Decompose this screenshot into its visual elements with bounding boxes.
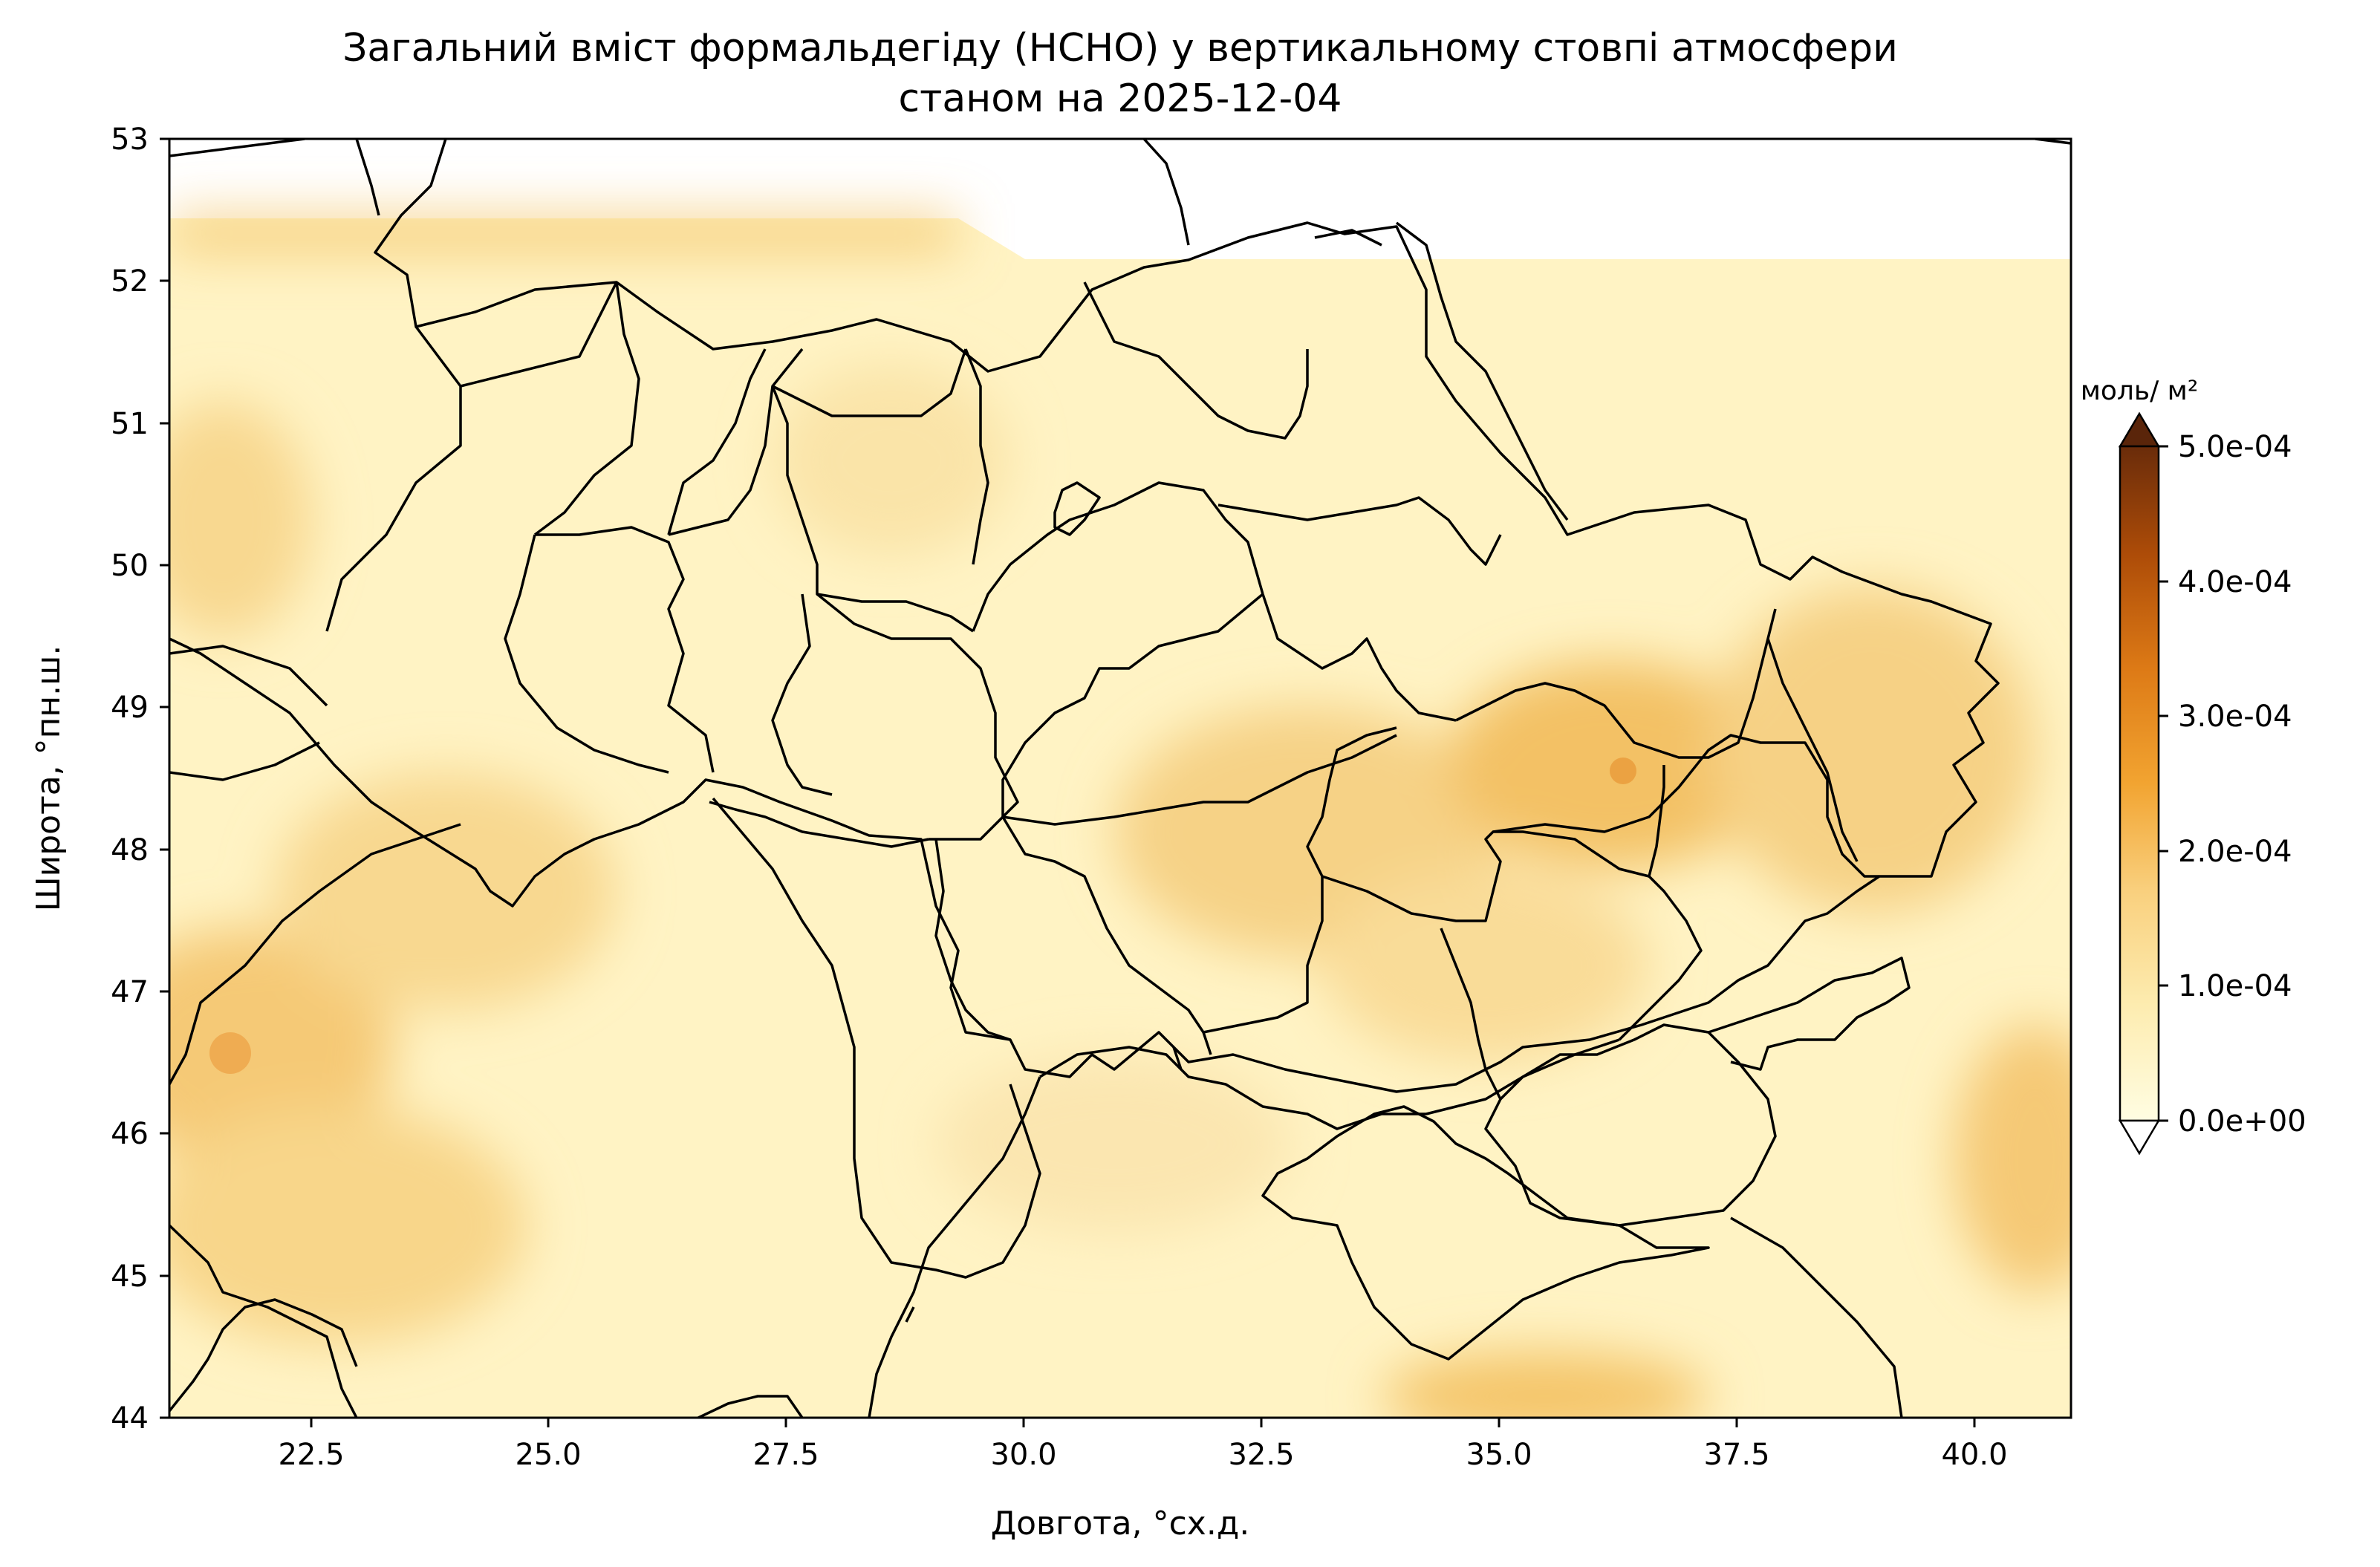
y-tick-label: 48 xyxy=(111,833,149,867)
x-axis: 22.5 25.0 27.5 30.0 32.5 35.0 37.5 40.0 … xyxy=(278,1418,2008,1542)
y-tick-label: 53 xyxy=(111,123,149,157)
colorbar-tick-label: 5.0e-04 xyxy=(2178,430,2292,464)
y-axis-label: Широта, °пн.ш. xyxy=(30,645,68,912)
x-tick-label: 27.5 xyxy=(752,1438,819,1472)
hcho-patches xyxy=(169,218,2071,1418)
chart-title-line2: станом на 2025-12-04 xyxy=(899,76,1342,121)
hcho-hotspots xyxy=(209,758,1636,1074)
x-tick-label: 35.0 xyxy=(1466,1438,1532,1472)
x-tick-label: 30.0 xyxy=(990,1438,1056,1472)
colorbar-tick-label: 2.0e-04 xyxy=(2178,835,2292,869)
x-tick-marks xyxy=(310,1418,1976,1427)
y-tick-label: 46 xyxy=(111,1117,149,1151)
y-tick-label: 51 xyxy=(111,407,149,441)
colorbar-tick-label: 4.0e-04 xyxy=(2178,565,2292,599)
y-tick-label: 45 xyxy=(111,1260,149,1294)
x-tick-label: 22.5 xyxy=(278,1438,344,1472)
y-tick-label: 47 xyxy=(111,975,149,1009)
y-tick-label: 50 xyxy=(111,549,149,583)
map-frame xyxy=(168,137,2072,1419)
colorbar-under-arrow xyxy=(2118,1119,2161,1156)
y-tick-label: 49 xyxy=(111,691,149,725)
y-axis: 44 45 46 47 48 49 50 51 52 53 Широта, °п… xyxy=(30,123,169,1436)
y-tick-marks xyxy=(160,137,169,1419)
map-panel xyxy=(169,139,2071,1418)
colorbar-unit-label: моль/ м² xyxy=(2081,376,2199,406)
x-tick-label: 37.5 xyxy=(1703,1438,1769,1472)
y-tick-label: 52 xyxy=(111,264,149,299)
colorbar: моль/ м² 0.0e+00 1.0e-04 2.0e-04 3.0e-04… xyxy=(2081,376,2306,1156)
x-axis-label: Довгота, °сх.д. xyxy=(991,1505,1249,1542)
x-tick-label: 40.0 xyxy=(1941,1438,2007,1472)
colorbar-over-arrow xyxy=(2118,411,2161,448)
x-tick-label: 32.5 xyxy=(1228,1438,1294,1472)
colorbar-tick-label: 3.0e-04 xyxy=(2178,700,2292,734)
boundaries xyxy=(169,139,2071,1418)
colorbar-gradient xyxy=(2119,445,2160,1122)
colorbar-tick-label: 1.0e-04 xyxy=(2178,969,2292,1003)
y-tick-label: 44 xyxy=(111,1401,149,1436)
x-tick-label: 25.0 xyxy=(515,1438,581,1472)
colorbar-tick-marks xyxy=(2159,445,2168,1122)
chart-title-line1: Загальний вміст формальдегіду (HCHO) у в… xyxy=(342,26,1898,71)
colorbar-tick-label: 0.0e+00 xyxy=(2178,1104,2306,1138)
